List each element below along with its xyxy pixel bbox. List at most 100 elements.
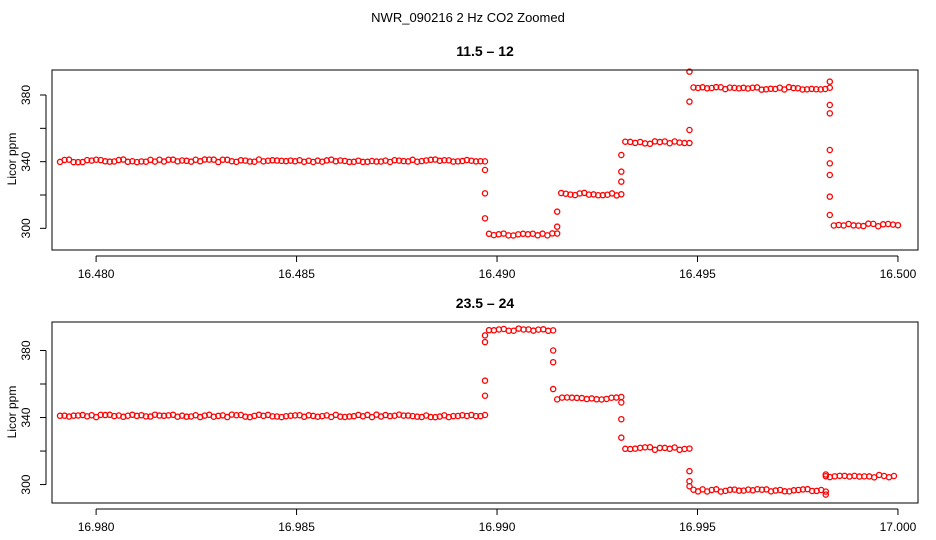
panel-1-y-axis: 300 340 380 bbox=[19, 85, 47, 238]
panel-1-point bbox=[400, 157, 407, 165]
panel-1-transition-point bbox=[826, 101, 834, 109]
panel-2-x-tick-label: 16.990 bbox=[479, 520, 516, 534]
panel-1-transition-point bbox=[553, 208, 561, 215]
panel-2-x-axis: 16.980 16.985 16.990 16.995 17.000 bbox=[78, 508, 917, 534]
panel-2-transition-point bbox=[686, 482, 693, 490]
panel-1-x-axis: 16.480 16.485 16.490 16.495 16.500 bbox=[78, 255, 917, 281]
panel-2-transition-point bbox=[549, 385, 557, 393]
panel-2-point bbox=[346, 413, 353, 420]
panel-2-point bbox=[341, 413, 349, 421]
panel-2-point bbox=[822, 488, 830, 495]
panel-1-point bbox=[101, 158, 109, 165]
panel-2-point bbox=[646, 443, 654, 451]
panel-1-transition-point bbox=[826, 146, 834, 154]
panel-1-point bbox=[391, 156, 398, 164]
panel-1-transition-point bbox=[686, 98, 693, 105]
panel-2-point bbox=[291, 412, 299, 419]
panel-1-transition-point bbox=[826, 110, 834, 117]
panel-2-point bbox=[671, 444, 678, 451]
panel-1-point bbox=[646, 140, 654, 148]
panel-2-transition-point bbox=[686, 467, 693, 475]
panel-2-y-tick-label: 380 bbox=[19, 340, 33, 360]
panel-1-point bbox=[472, 158, 480, 165]
panel-1-point bbox=[790, 84, 797, 92]
panel-2-point bbox=[870, 474, 878, 481]
panel-2-transition-point bbox=[481, 377, 489, 384]
panel-1-y-tick-label: 380 bbox=[19, 85, 33, 105]
panel-1-point bbox=[219, 156, 227, 163]
panel-2-transition-point bbox=[618, 434, 625, 441]
panel-2-point bbox=[549, 327, 557, 334]
panel-2-point bbox=[142, 413, 150, 420]
panel-1-point bbox=[481, 158, 489, 165]
panel-2-transition-point bbox=[549, 358, 557, 366]
panel-2: 23.5 – 24 Licor ppm 16.980 16.985 16.990 16… bbox=[5, 295, 919, 534]
panel-1-point bbox=[618, 191, 625, 198]
panel-1-transition-point bbox=[618, 178, 625, 185]
panel-1-points bbox=[56, 68, 902, 239]
panel-1-transition-point bbox=[686, 126, 693, 134]
panel-2-y-tick-label: 300 bbox=[19, 474, 33, 494]
panel-1-point bbox=[61, 156, 68, 164]
panel-2-point bbox=[287, 412, 294, 419]
panel-1-transition-point bbox=[826, 160, 834, 167]
panel-2-point bbox=[269, 413, 276, 420]
panel-1-point bbox=[201, 156, 208, 163]
panel-1-transition-point bbox=[826, 78, 834, 85]
panel-1-point bbox=[269, 157, 276, 164]
panel-1-point bbox=[686, 139, 693, 147]
panel-1-transition-point bbox=[481, 190, 489, 197]
panel-2-x-tick-label: 16.995 bbox=[679, 520, 716, 534]
panel-2-transition-point bbox=[549, 347, 557, 354]
panel-2-point bbox=[481, 411, 489, 419]
panel-2-point bbox=[427, 413, 434, 421]
panel-1-point bbox=[273, 157, 281, 164]
panel-2-x-tick-label: 17.000 bbox=[880, 520, 917, 534]
panel-1-transition-point bbox=[826, 171, 834, 179]
panel-2-point bbox=[400, 412, 407, 419]
panel-2-point bbox=[472, 412, 480, 420]
panel-1-point bbox=[178, 157, 186, 164]
panel-1-point bbox=[860, 222, 867, 230]
panel-1-point bbox=[826, 84, 834, 91]
panel-2-point bbox=[101, 411, 109, 419]
panel-1-point bbox=[74, 158, 82, 166]
panel-2-point bbox=[233, 412, 240, 419]
panel-1-transition-point bbox=[481, 215, 489, 222]
panel-2-point bbox=[450, 412, 457, 420]
panel-2-title: 23.5 – 24 bbox=[456, 295, 515, 311]
panel-1-transition-point bbox=[481, 166, 489, 174]
panel-1-point bbox=[427, 156, 434, 164]
panel-1: 11.5 – 12 Licor ppm 16.480 16.485 16.490 16… bbox=[5, 43, 919, 281]
panel-1-point bbox=[346, 158, 353, 166]
panel-1-point bbox=[894, 221, 902, 229]
figure-title: NWR_090216 2 Hz CO2 Zoomed bbox=[371, 10, 565, 25]
panel-2-transition-point bbox=[822, 491, 830, 498]
panel-1-point bbox=[359, 158, 367, 166]
panel-2-frame bbox=[51, 321, 919, 504]
panel-1-transition-point bbox=[826, 193, 834, 200]
panel-2-x-tick-label: 16.980 bbox=[78, 520, 115, 534]
panel-1-x-tick-label: 16.500 bbox=[880, 267, 917, 281]
panel-1-x-tick-label: 16.480 bbox=[78, 267, 115, 281]
panel-1-point bbox=[441, 157, 448, 164]
panel-1-point bbox=[373, 158, 380, 165]
panel-1-point bbox=[450, 158, 457, 165]
panel-2-transition-point bbox=[618, 399, 625, 406]
panel-1-transition-point bbox=[618, 151, 625, 159]
panel-2-y-tick-label: 340 bbox=[19, 407, 33, 427]
panel-2-point bbox=[413, 413, 421, 420]
panel-2-ylabel: Licor ppm bbox=[5, 386, 19, 439]
panel-1-x-tick-label: 16.490 bbox=[479, 267, 516, 281]
panel-1-x-tick-label: 16.485 bbox=[278, 267, 315, 281]
panel-1-point bbox=[205, 156, 213, 163]
panel-1-transition-point bbox=[686, 68, 693, 75]
panel-2-point bbox=[686, 445, 693, 452]
panel-1-point bbox=[138, 158, 145, 165]
panel-1-point bbox=[870, 220, 877, 228]
panel-1-point bbox=[70, 158, 77, 166]
panel-2-x-tick-label: 16.985 bbox=[278, 520, 315, 534]
panel-1-point bbox=[106, 158, 114, 165]
panel-1-point bbox=[767, 85, 774, 93]
panel-2-point bbox=[156, 412, 163, 419]
